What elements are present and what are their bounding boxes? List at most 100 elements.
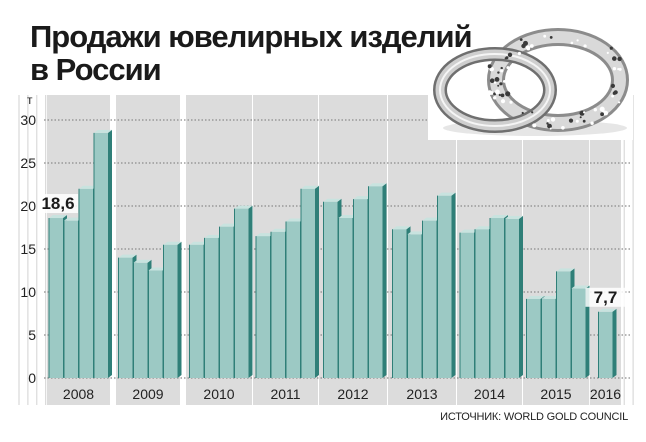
- diamond-stone: [498, 93, 501, 97]
- bar-top: [338, 215, 357, 219]
- bar-face: [79, 188, 93, 378]
- x-tick-label: 2012: [337, 386, 368, 402]
- bar-top: [271, 228, 289, 232]
- diamond-stone: [517, 51, 522, 56]
- bar-face: [475, 229, 489, 378]
- diamond-stone: [600, 112, 604, 117]
- data-label-background: [38, 194, 78, 214]
- y-tick-label: 25: [20, 155, 36, 171]
- bar-face: [353, 199, 368, 378]
- bar-face: [163, 244, 178, 378]
- bar: [93, 129, 112, 378]
- diamond-stone: [612, 67, 617, 71]
- bar-top: [392, 226, 411, 230]
- bar-face: [286, 221, 300, 378]
- bar-top: [189, 241, 208, 245]
- bar: [163, 241, 182, 378]
- bar-top: [475, 226, 493, 230]
- diamond-stone: [612, 56, 617, 61]
- y-tick-label: 20: [20, 198, 36, 214]
- diamond-stone: [549, 36, 553, 39]
- bar-face: [323, 201, 338, 378]
- bar-top: [301, 185, 319, 189]
- data-labels: 18,6 7,7: [38, 194, 626, 307]
- diamond-stone: [575, 119, 579, 123]
- diamond-stone: [521, 43, 526, 49]
- bar-face: [148, 270, 163, 378]
- bar: [437, 192, 456, 378]
- diamond-stone: [494, 77, 500, 82]
- diamond-stone: [503, 80, 506, 83]
- bar-face: [392, 229, 407, 378]
- bar-face: [133, 262, 148, 378]
- diamond-stone: [525, 45, 531, 50]
- bar-face: [234, 208, 249, 378]
- bar-face: [460, 232, 474, 378]
- bar-face: [94, 132, 108, 378]
- x-tick-label: 2015: [540, 386, 571, 402]
- bar-face: [204, 237, 219, 378]
- bar-face: [541, 298, 556, 378]
- bar-top: [256, 233, 274, 237]
- diamond-stone: [606, 51, 609, 55]
- diamond-stone: [489, 78, 495, 83]
- bar-top: [219, 223, 238, 227]
- diamond-stone: [500, 66, 503, 70]
- bar-top: [407, 231, 426, 235]
- diamond-stone: [506, 66, 510, 70]
- diamond-stone: [546, 119, 550, 122]
- bar-face: [571, 288, 586, 378]
- diamond-stone: [487, 64, 492, 69]
- bar-face: [407, 234, 422, 378]
- diamond-stone: [507, 52, 513, 57]
- diamond-stone: [487, 90, 493, 96]
- diamond-stone: [568, 118, 574, 123]
- bar-top: [571, 285, 590, 289]
- bar-face: [118, 257, 133, 378]
- data-label-background: [585, 287, 626, 307]
- bar: [234, 205, 253, 378]
- diamond-stone: [547, 123, 552, 129]
- diamond-stone: [504, 57, 507, 60]
- diamond-stone: [493, 92, 497, 96]
- diamond-stone: [576, 39, 579, 42]
- bar-face: [368, 186, 383, 378]
- diamond-stone: [549, 127, 552, 130]
- diamond-stone: [500, 69, 504, 73]
- bar-face: [271, 231, 285, 378]
- bar-side: [612, 308, 617, 378]
- bar: [368, 183, 387, 378]
- chart-title-line1: Продажи ювелирных изделий: [30, 19, 473, 54]
- bar-side: [315, 185, 319, 378]
- bar-face: [189, 244, 204, 378]
- bar-face: [338, 218, 353, 378]
- diamond-stone: [499, 82, 503, 86]
- bar-top: [556, 268, 575, 272]
- bar-top: [541, 295, 560, 299]
- diamond-stone: [531, 111, 534, 114]
- bar-top: [94, 129, 112, 133]
- diamond-stone: [590, 121, 594, 125]
- x-tick-label: 2008: [63, 386, 94, 402]
- diamond-stone: [582, 119, 586, 123]
- chart-title-line2: в России: [30, 52, 162, 87]
- bar: [598, 308, 617, 378]
- bar-face: [256, 236, 270, 378]
- bar-side: [108, 129, 112, 378]
- diamond-stone: [532, 123, 537, 128]
- bar-side: [248, 205, 253, 378]
- bar-top: [133, 259, 152, 263]
- diamond-stone: [583, 44, 587, 48]
- diamond-stone: [579, 116, 582, 119]
- diamond-stone: [495, 89, 500, 95]
- y-tick-label: 30: [20, 112, 36, 128]
- bar: [571, 285, 590, 378]
- x-tick-label: 2009: [132, 386, 163, 402]
- y-tick-label: 15: [20, 241, 36, 257]
- bar-face: [422, 220, 437, 378]
- y-axis-unit-label: т: [27, 93, 33, 107]
- y-tick-label: 0: [28, 370, 36, 386]
- diamond-stone: [519, 38, 523, 41]
- bar-top: [118, 254, 137, 258]
